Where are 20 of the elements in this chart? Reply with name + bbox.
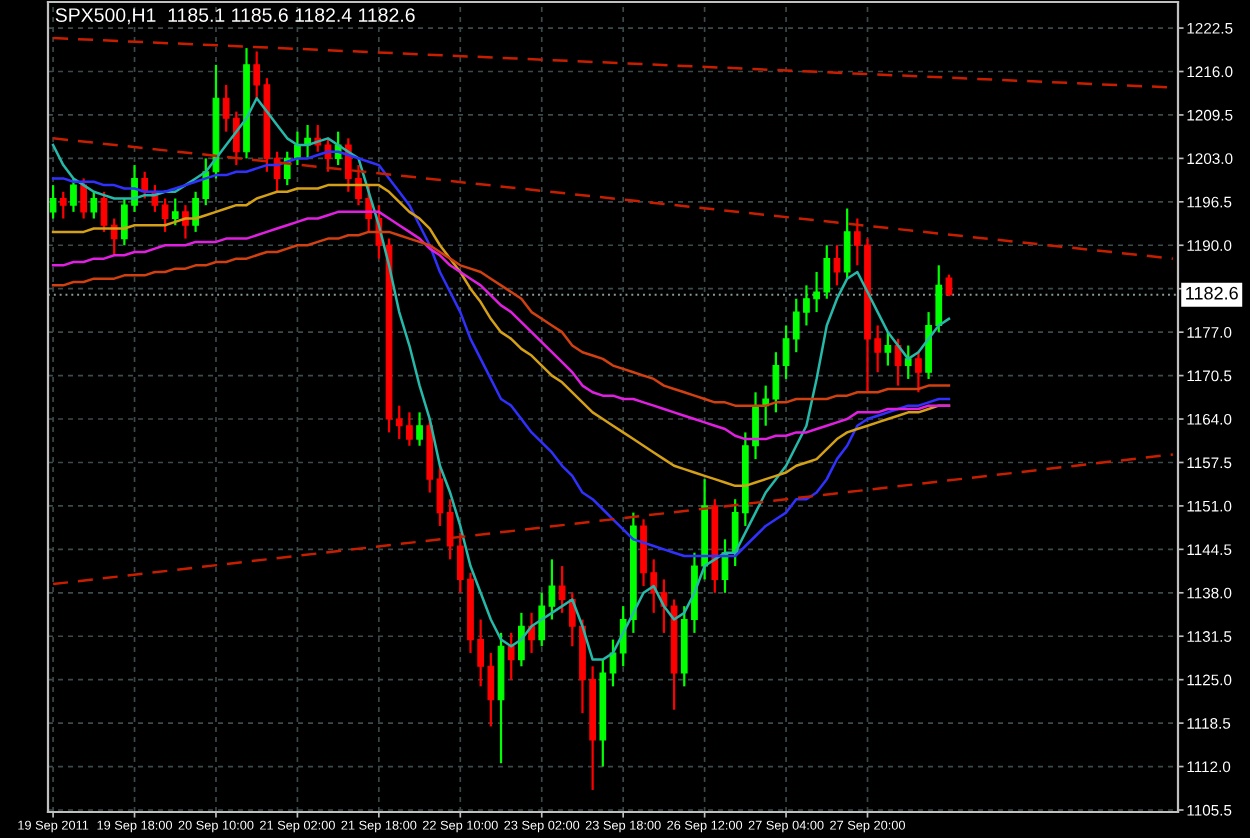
candlestick [80,177,87,220]
candlestick [100,190,108,234]
candlestick [70,177,77,213]
candlestick [416,411,423,447]
candlestick [945,273,953,298]
candlestick [90,190,98,220]
candlestick [904,344,912,381]
candlestick [915,351,922,394]
candlestick [171,197,179,227]
candlestick [843,207,851,280]
candlestick [141,170,149,200]
candlestick [161,197,169,234]
candlestick [507,631,515,681]
candlestick [59,190,67,220]
candlestick [49,184,57,220]
candlestick [518,611,525,668]
ref-line-label: 1182.6 [1186,286,1238,300]
candlestick [884,331,892,367]
candlestick [833,244,841,287]
chart-title: SPX500,H1 1185.1 1185.6 1182.4 1182.6 [55,8,415,25]
